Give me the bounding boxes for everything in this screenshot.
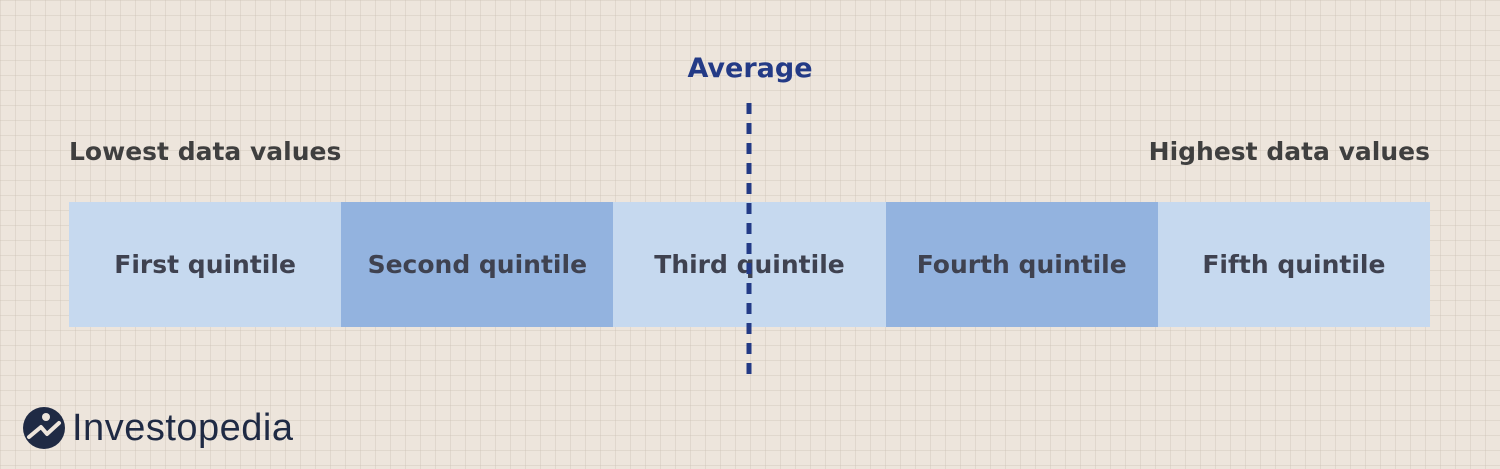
quintile-segment-1: First quintile [69,202,342,327]
average-label: Average [687,53,813,84]
average-line [746,103,752,375]
quintile-segment-2: Second quintile [341,202,614,327]
quintile-segment-5: Fifth quintile [1157,202,1431,327]
logo-wordmark: Investopedia [72,407,294,449]
lowest-values-label: Lowest data values [69,137,342,166]
quintile-segment-4: Fourth quintile [885,202,1158,327]
highest-values-label: Highest data values [1148,137,1430,166]
investopedia-logo-icon [23,407,65,449]
investopedia-logo: Investopedia [22,404,294,452]
